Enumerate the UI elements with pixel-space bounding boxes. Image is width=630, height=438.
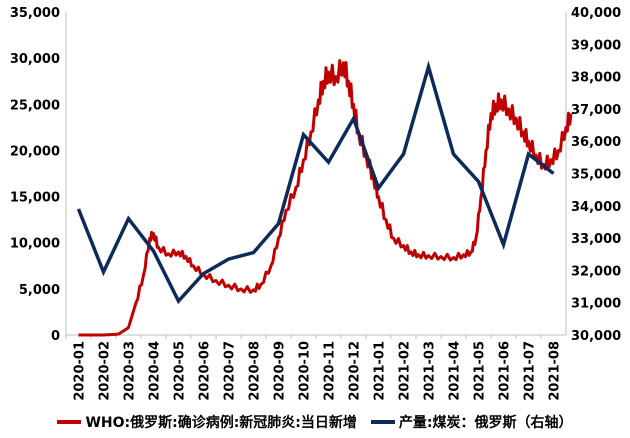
- x-tick-label: 2020-09: [273, 341, 288, 401]
- right-tick-label: 32,000: [571, 264, 621, 279]
- x-tick-label: 2020-11: [323, 341, 338, 401]
- left-tick-label: 5,000: [19, 283, 60, 298]
- legend: WHO:俄罗斯:确诊病例:新冠肺炎:当日新增 产量:煤炭：俄罗斯（右轴）: [0, 408, 630, 436]
- x-tick-label: 2021-04: [448, 341, 463, 401]
- right-tick-label: 37,000: [571, 103, 621, 118]
- legend-item-covid: WHO:俄罗斯:确诊病例:新冠肺炎:当日新增: [57, 412, 357, 432]
- left-tick-label: 20,000: [10, 144, 60, 159]
- right-tick-label: 38,000: [571, 71, 621, 86]
- x-tick-label: 2020-01: [73, 341, 88, 401]
- series-coal-line: [76, 60, 555, 305]
- x-tick-label: 2020-03: [123, 341, 138, 401]
- right-tick-label: 33,000: [571, 232, 621, 247]
- left-tick-label: 10,000: [10, 237, 60, 252]
- x-tick-label: 2020-08: [248, 341, 263, 401]
- x-tick-label: 2020-06: [198, 341, 213, 401]
- right-tick-label: 36,000: [571, 135, 621, 150]
- legend-item-coal: 产量:煤炭：俄罗斯（右轴）: [370, 412, 573, 432]
- x-tick-label: 2020-02: [98, 341, 113, 401]
- x-tick-label: 2020-04: [148, 341, 163, 401]
- x-tick-label: 2020-07: [223, 341, 238, 401]
- x-tick-label: 2020-12: [348, 341, 363, 401]
- right-tick-label: 31,000: [571, 297, 621, 312]
- chart-canvas: 0 5,000 10,000 15,000 20,000 25,000 30,000 35,0…: [10, 6, 621, 401]
- x-tick-label: 2020-05: [173, 341, 188, 401]
- x-tick-label: 2021-06: [498, 341, 513, 401]
- x-tick-label: 2021-02: [398, 341, 413, 401]
- left-tick-label: 25,000: [10, 98, 60, 113]
- x-tick-label: 2021-08: [548, 341, 563, 401]
- left-tick-label: 15,000: [10, 191, 60, 206]
- legend-swatch-coal: [370, 420, 395, 424]
- legend-label-coal: 产量:煤炭：俄罗斯（右轴）: [398, 415, 573, 431]
- right-tick-label: 34,000: [571, 200, 621, 215]
- x-tick-label: 2021-01: [373, 341, 388, 401]
- right-tick-label: 30,000: [571, 329, 621, 344]
- left-tick-label: 35,000: [10, 6, 60, 21]
- x-tick-label: 2020-10: [298, 341, 313, 401]
- right-tick-label: 39,000: [571, 38, 621, 53]
- x-tick-label: 2021-03: [423, 341, 438, 401]
- left-tick-label: 0: [51, 329, 60, 344]
- right-tick-label: 35,000: [571, 168, 621, 183]
- x-tick-label: 2021-07: [523, 341, 538, 401]
- legend-swatch-covid: [57, 420, 82, 424]
- legend-label-covid: WHO:俄罗斯:确诊病例:新冠肺炎:当日新增: [85, 415, 357, 431]
- series-covid-line: [78, 59, 573, 337]
- right-tick-label: 40,000: [571, 6, 621, 21]
- x-tick-label: 2021-05: [473, 341, 488, 401]
- left-tick-label: 30,000: [10, 52, 60, 67]
